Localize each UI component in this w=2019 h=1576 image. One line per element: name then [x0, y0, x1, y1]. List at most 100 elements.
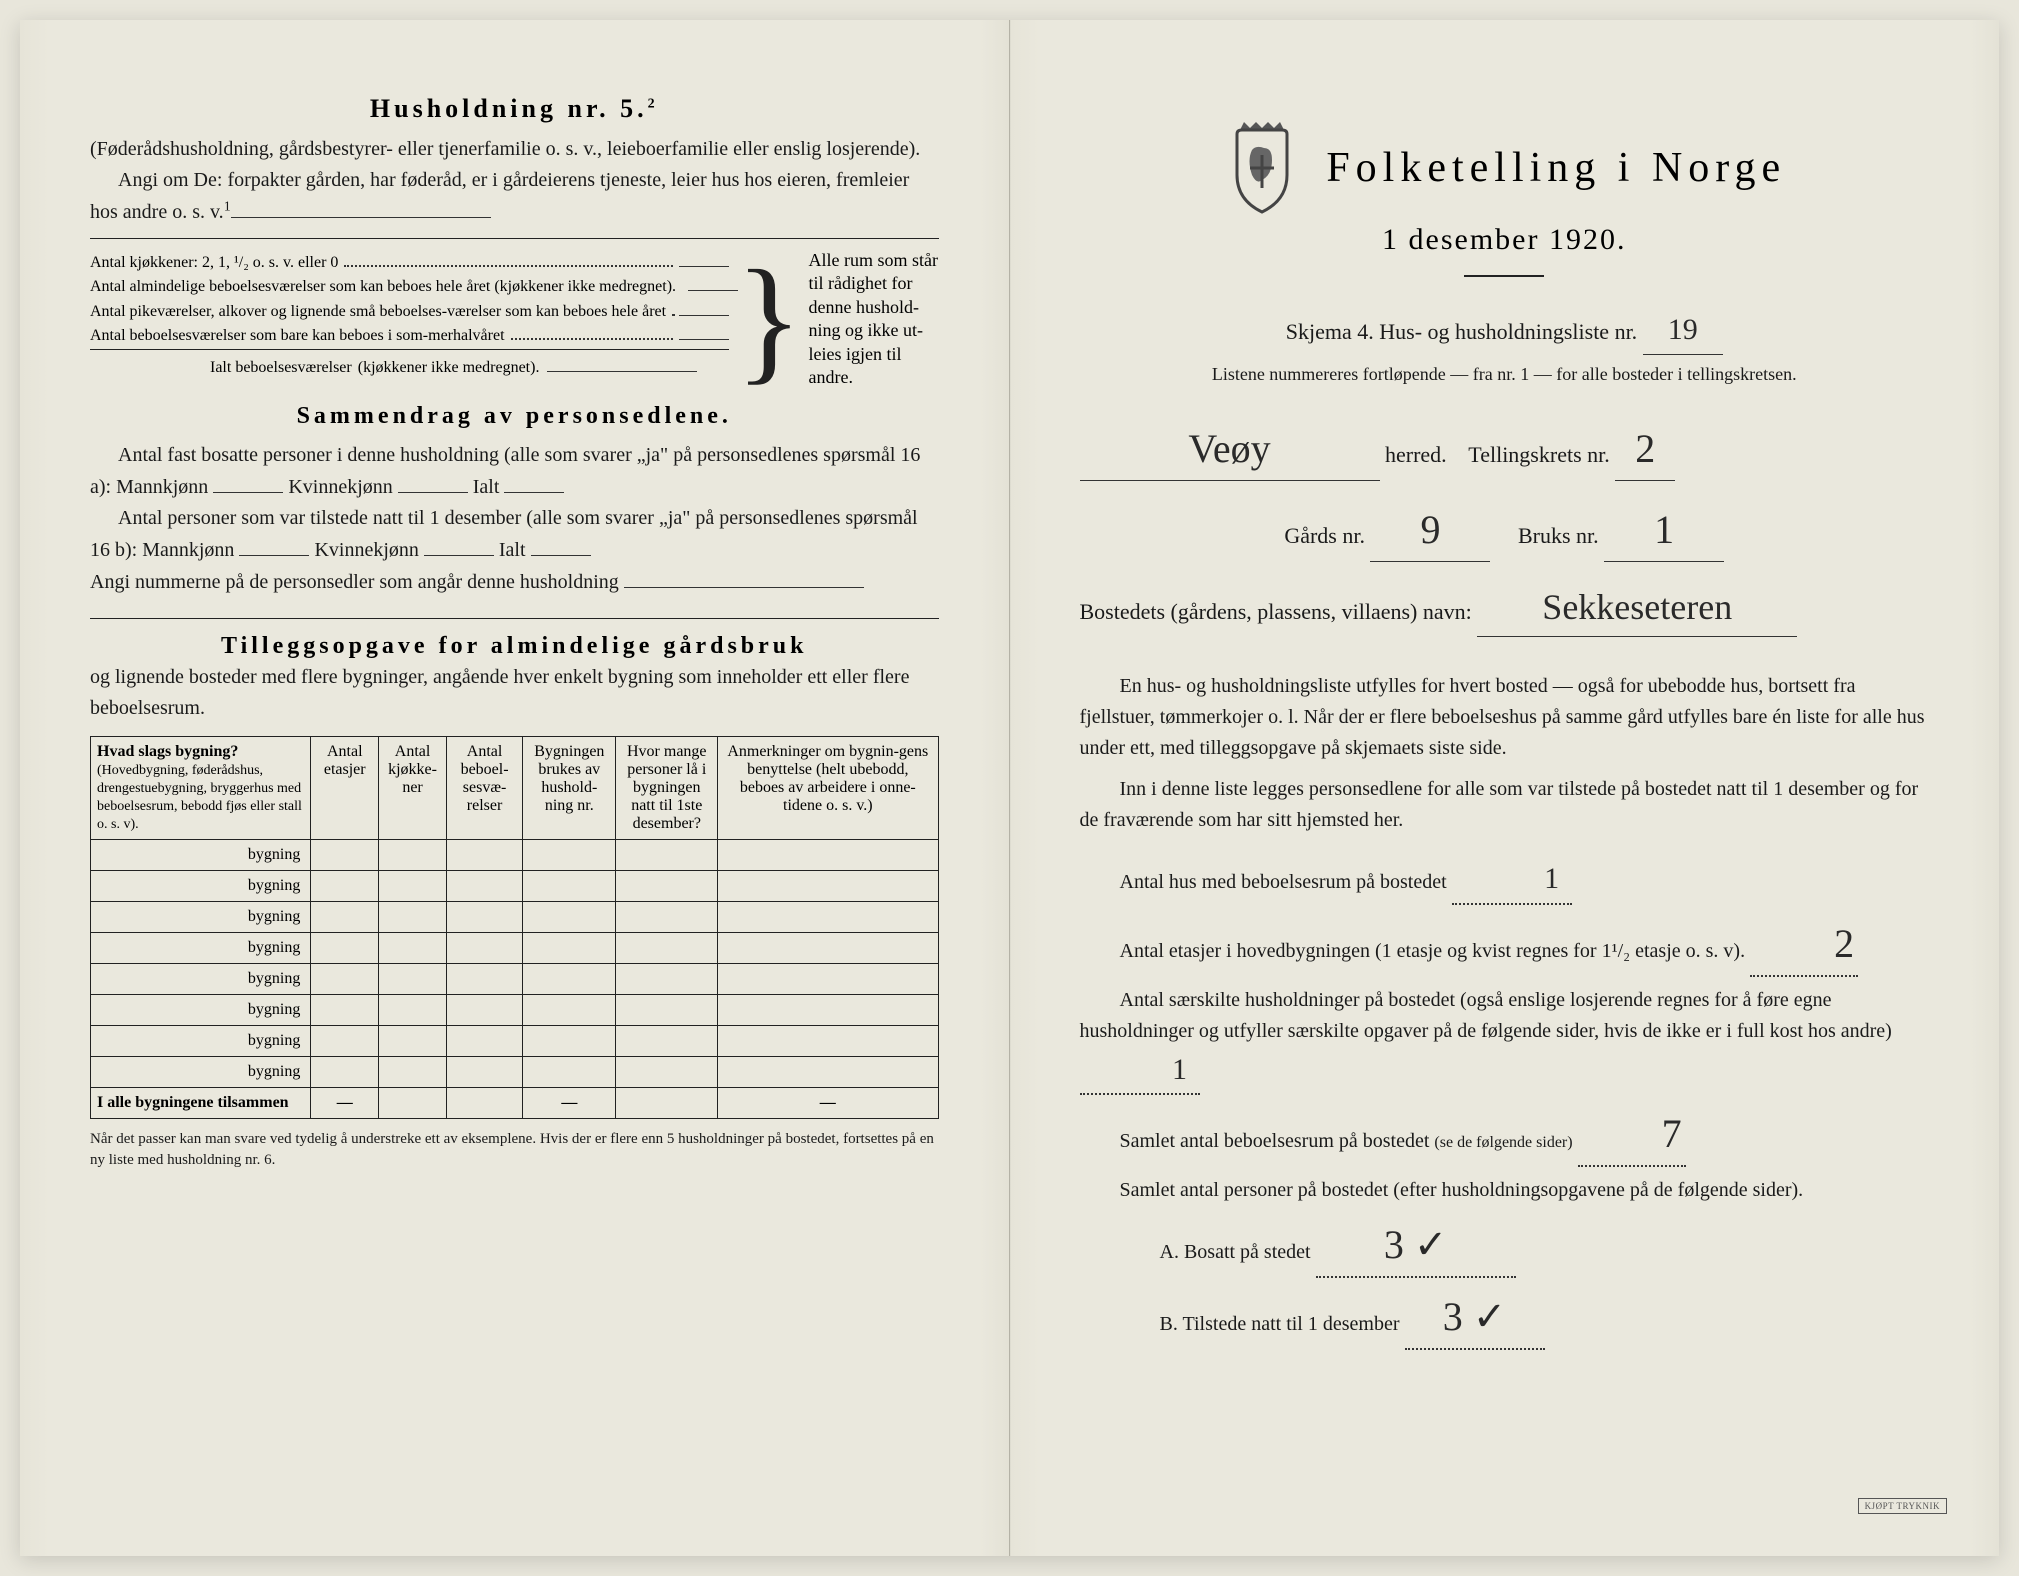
skjema-nr: 19: [1668, 307, 1698, 354]
rooms-a: Antal almindelige beboelsesværelser som …: [90, 278, 490, 295]
q5b-label: B. Tilstede natt til 1 desember: [1160, 1313, 1400, 1335]
table-body: bygning bygning bygning bygning bygning …: [91, 840, 939, 1119]
heading1-text: Husholdning nr. 5.: [370, 94, 648, 123]
bosted-fill: Sekkeseteren: [1477, 580, 1797, 637]
dots-1: [344, 252, 673, 266]
listene: Listene nummereres fortløpende — fra nr.…: [1080, 361, 1930, 389]
q3-line: Antal særskilte husholdninger på bostede…: [1080, 985, 1930, 1096]
crest-icon: [1222, 120, 1302, 215]
document-spread: Husholdning nr. 5.2 (Føderådshusholdning…: [20, 20, 1999, 1556]
rooms-total: Ialt beboelsesværelser: [210, 359, 352, 377]
q5a-fill: 3 ✓: [1316, 1214, 1516, 1278]
para-angi: Angi om De: forpakter gården, har føderå…: [90, 165, 939, 228]
q2-fill: 2: [1750, 913, 1858, 977]
q1-line: Antal hus med beboelsesrum på bostedet 1: [1080, 856, 1930, 905]
right-page: Folketelling i Norge 1 desember 1920. Sk…: [1010, 20, 2000, 1556]
rooms-total-note: (kjøkkener ikke medregnet).: [358, 359, 540, 377]
q2-value: 2: [1794, 913, 1854, 975]
herred-label: herred.: [1385, 442, 1447, 467]
fill-b: [679, 298, 729, 316]
gards-label: Gårds nr.: [1284, 523, 1365, 548]
tillegg-sub: og lignende bosteder med flere bygninger…: [90, 662, 939, 724]
herred-line: Veøy herred. Tellingskrets nr. 2: [1080, 418, 1930, 481]
th1-strong: Hvad slags bygning?: [97, 743, 238, 760]
fill-k1: [398, 471, 468, 493]
q3-fill: 1: [1080, 1047, 1200, 1096]
q4-value: 7: [1622, 1103, 1682, 1165]
summary-p1-c: Ialt: [473, 476, 500, 498]
summary-p3: Angi nummerne på de personsedler som ang…: [90, 566, 939, 598]
q5b-value: 3 ✓: [1443, 1286, 1507, 1348]
heading1-sup: 2: [648, 96, 659, 111]
bruks-nr: 1: [1654, 499, 1674, 561]
table-head: Hvad slags bygning? (Hovedbygning, føder…: [91, 737, 939, 840]
title-main: Folketelling i Norge: [1326, 144, 1786, 192]
table-row: bygning: [91, 902, 939, 933]
body-p2: Inn i denne liste legges personsedlene f…: [1080, 774, 1930, 836]
kitchens-label: Antal kjøkkener: 2, 1, ¹/₂ o. s. v. elle…: [90, 254, 338, 272]
bosted-value: Sekkeseteren: [1542, 580, 1732, 636]
row-rooms-a: Antal almindelige beboelsesværelser som …: [90, 274, 729, 297]
table-row: bygning: [91, 1026, 939, 1057]
rooms-c: Antal beboelsesværelser som bare kan beb…: [90, 327, 505, 345]
q4-line: Samlet antal beboelsesrum på bostedet (s…: [1080, 1103, 1930, 1167]
th-3: Antal kjøkke-ner: [379, 737, 447, 840]
row-lbl: bygning: [91, 1026, 311, 1057]
para-foderads: (Føderådshusholdning, gårdsbestyrer- ell…: [90, 134, 939, 165]
summary-p1-b: Kvinnekjønn: [288, 476, 392, 498]
para2-sup: 1: [224, 199, 231, 214]
fill-m1: [213, 471, 283, 493]
q5b-line: B. Tilstede natt til 1 desember 3 ✓: [1160, 1286, 1930, 1350]
total-label: I alle bygningene tilsammen: [91, 1088, 311, 1119]
row-lbl: bygning: [91, 933, 311, 964]
brace-icon: }: [735, 253, 802, 386]
bosted-line: Bostedets (gårdens, plassens, villaens) …: [1080, 580, 1930, 637]
fill-k: [679, 249, 729, 267]
row-rooms-total: Ialt beboelsesværelser (kjøkkener ikke m…: [90, 354, 729, 377]
rule-2: [90, 618, 939, 619]
th-6: Hvor mange personer lå i bygningen natt …: [616, 737, 718, 840]
gards-nr: 9: [1420, 499, 1440, 561]
rooms-left: Antal kjøkkener: 2, 1, ¹/₂ o. s. v. elle…: [90, 249, 729, 389]
body-p1: En hus- og husholdningsliste utfylles fo…: [1080, 671, 1930, 764]
summary-p2: Antal personer som var tilstede natt til…: [90, 503, 939, 566]
q4-fill: 7: [1578, 1103, 1686, 1167]
heading-sammendrag: Sammendrag av personsedlene.: [90, 403, 939, 430]
row-lbl: bygning: [91, 1057, 311, 1088]
right-body: En hus- og husholdningsliste utfylles fo…: [1080, 671, 1930, 1350]
q5-line: Samlet antal personer på bostedet (efter…: [1080, 1175, 1930, 1206]
dots-3: [672, 301, 673, 315]
bygning-table: Hvad slags bygning? (Hovedbygning, føder…: [90, 736, 939, 1119]
fill-k2: [424, 534, 494, 556]
rooms-a-wrap: Antal almindelige beboelsesværelser som …: [90, 278, 676, 296]
fold-shadow: [1009, 20, 1011, 1556]
tellingskrets-nr: 2: [1635, 418, 1655, 480]
summary-p2-b: Kvinnekjønn: [314, 539, 418, 561]
rooms-a-note: (kjøkkener ikke medregnet).: [494, 278, 676, 295]
q1-fill: 1: [1452, 856, 1572, 905]
bruks-fill: 1: [1604, 499, 1724, 562]
rule-1: [90, 238, 939, 239]
dots-4: [511, 326, 674, 340]
q4-note: (se de følgende sider): [1434, 1134, 1572, 1151]
printer-stamp: KJØPT TRYKNIK: [1858, 1498, 1947, 1514]
table-row: bygning: [91, 840, 939, 871]
row-lbl: bygning: [91, 840, 311, 871]
gards-fill: 9: [1370, 499, 1490, 562]
heading-husholdning: Husholdning nr. 5.2: [90, 94, 939, 124]
left-page: Husholdning nr. 5.2 (Føderådshusholdning…: [20, 20, 1010, 1556]
summary-p1: Antal fast bosatte personer i denne hush…: [90, 440, 939, 503]
table-header-row: Hvad slags bygning? (Hovedbygning, føder…: [91, 737, 939, 840]
table-row: bygning: [91, 1057, 939, 1088]
table-row: bygning: [91, 871, 939, 902]
gards-line: Gårds nr. 9 Bruks nr. 1: [1080, 499, 1930, 562]
row-lbl: bygning: [91, 995, 311, 1026]
skjema-nr-fill: 19: [1643, 307, 1723, 355]
heading-tillegg: Tilleggsopgave for almindelige gårdsbruk: [90, 633, 939, 660]
bosted-label: Bostedets (gårdens, plassens, villaens) …: [1080, 599, 1472, 624]
summary-p3-t: Angi nummerne på de personsedler som ang…: [90, 571, 619, 593]
q5a-line: A. Bosatt på stedet 3 ✓: [1160, 1214, 1930, 1278]
title-block: Folketelling i Norge 1 desember 1920.: [1080, 120, 1930, 277]
fill-nums: [624, 566, 864, 588]
bruks-label: Bruks nr.: [1518, 523, 1599, 548]
